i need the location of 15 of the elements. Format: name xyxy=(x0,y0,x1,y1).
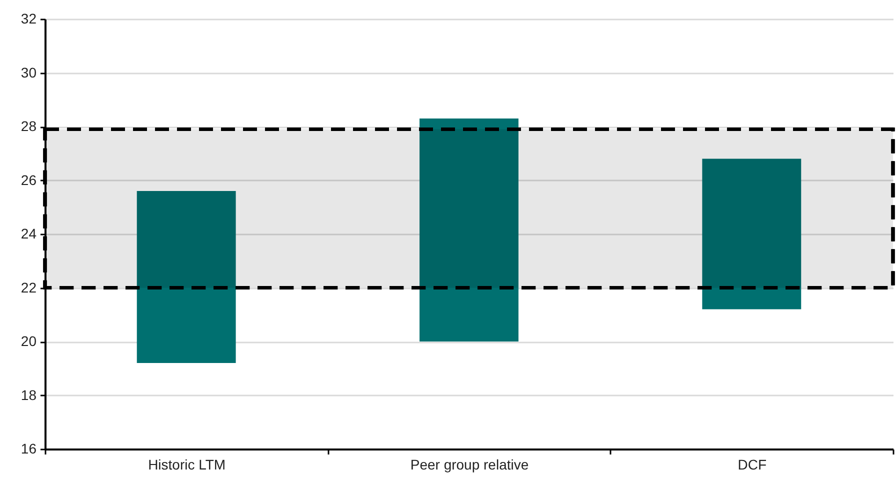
y-tick-label: 18 xyxy=(20,386,37,403)
y-tick-label: 30 xyxy=(20,64,37,80)
x-tick-label: DCF xyxy=(738,456,767,472)
x-tick-label: Historic LTM xyxy=(148,456,226,472)
bar xyxy=(420,118,518,342)
bar xyxy=(702,158,802,310)
y-tick-label: 28 xyxy=(20,118,37,134)
x-tick-label: Peer group relative xyxy=(410,456,529,472)
y-tick-label: 24 xyxy=(20,226,37,242)
bar xyxy=(136,191,236,363)
y-tick-label: 26 xyxy=(20,172,37,188)
y-tick-label: 20 xyxy=(20,333,37,349)
y-tick-label: 32 xyxy=(20,10,37,26)
y-tick-label: 16 xyxy=(20,440,37,456)
y-tick-label: 22 xyxy=(20,279,37,296)
